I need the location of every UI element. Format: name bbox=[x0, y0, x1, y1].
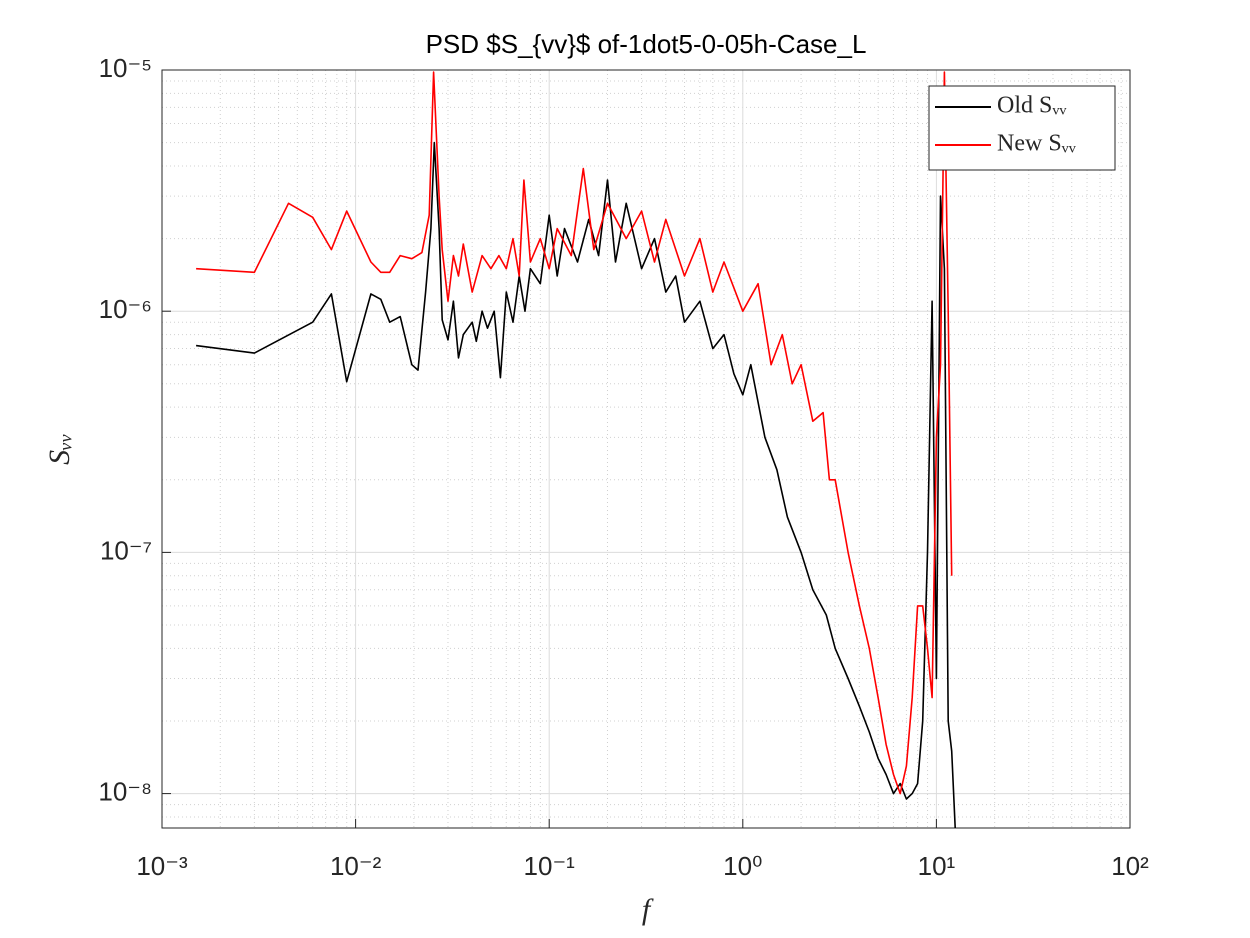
x-tick-label: 10² bbox=[1111, 851, 1149, 881]
x-tick-label: 10¹ bbox=[918, 851, 956, 881]
x-tick-label: 10⁻¹ bbox=[524, 851, 576, 881]
legend-label: Old Sᵥᵥ bbox=[997, 93, 1067, 119]
axes-box bbox=[161, 69, 1131, 829]
legend-box bbox=[928, 85, 1116, 171]
y-tick-label: 10⁻⁵ bbox=[99, 53, 152, 83]
x-tick-label: 10⁰ bbox=[723, 851, 762, 881]
legend-label: New Sᵥᵥ bbox=[997, 131, 1077, 157]
y-tick-label: 10⁻⁶ bbox=[99, 294, 152, 324]
y-tick-label: 10⁻⁷ bbox=[100, 535, 152, 565]
x-tick-label: 10⁻³ bbox=[136, 851, 188, 881]
series-line bbox=[196, 71, 953, 795]
series-line bbox=[195, 141, 956, 828]
chart-title: PSD $S_{vv}$ of-1dot5-0-05h-Case_L bbox=[426, 29, 867, 59]
x-tick-label: 10⁻² bbox=[330, 851, 382, 881]
y-tick-label: 10⁻⁸ bbox=[98, 776, 152, 806]
y-axis-label: Sᵥᵥ bbox=[43, 433, 76, 465]
plot-area bbox=[162, 70, 1130, 828]
series-group bbox=[195, 71, 956, 828]
x-axis-label: f bbox=[642, 893, 654, 926]
